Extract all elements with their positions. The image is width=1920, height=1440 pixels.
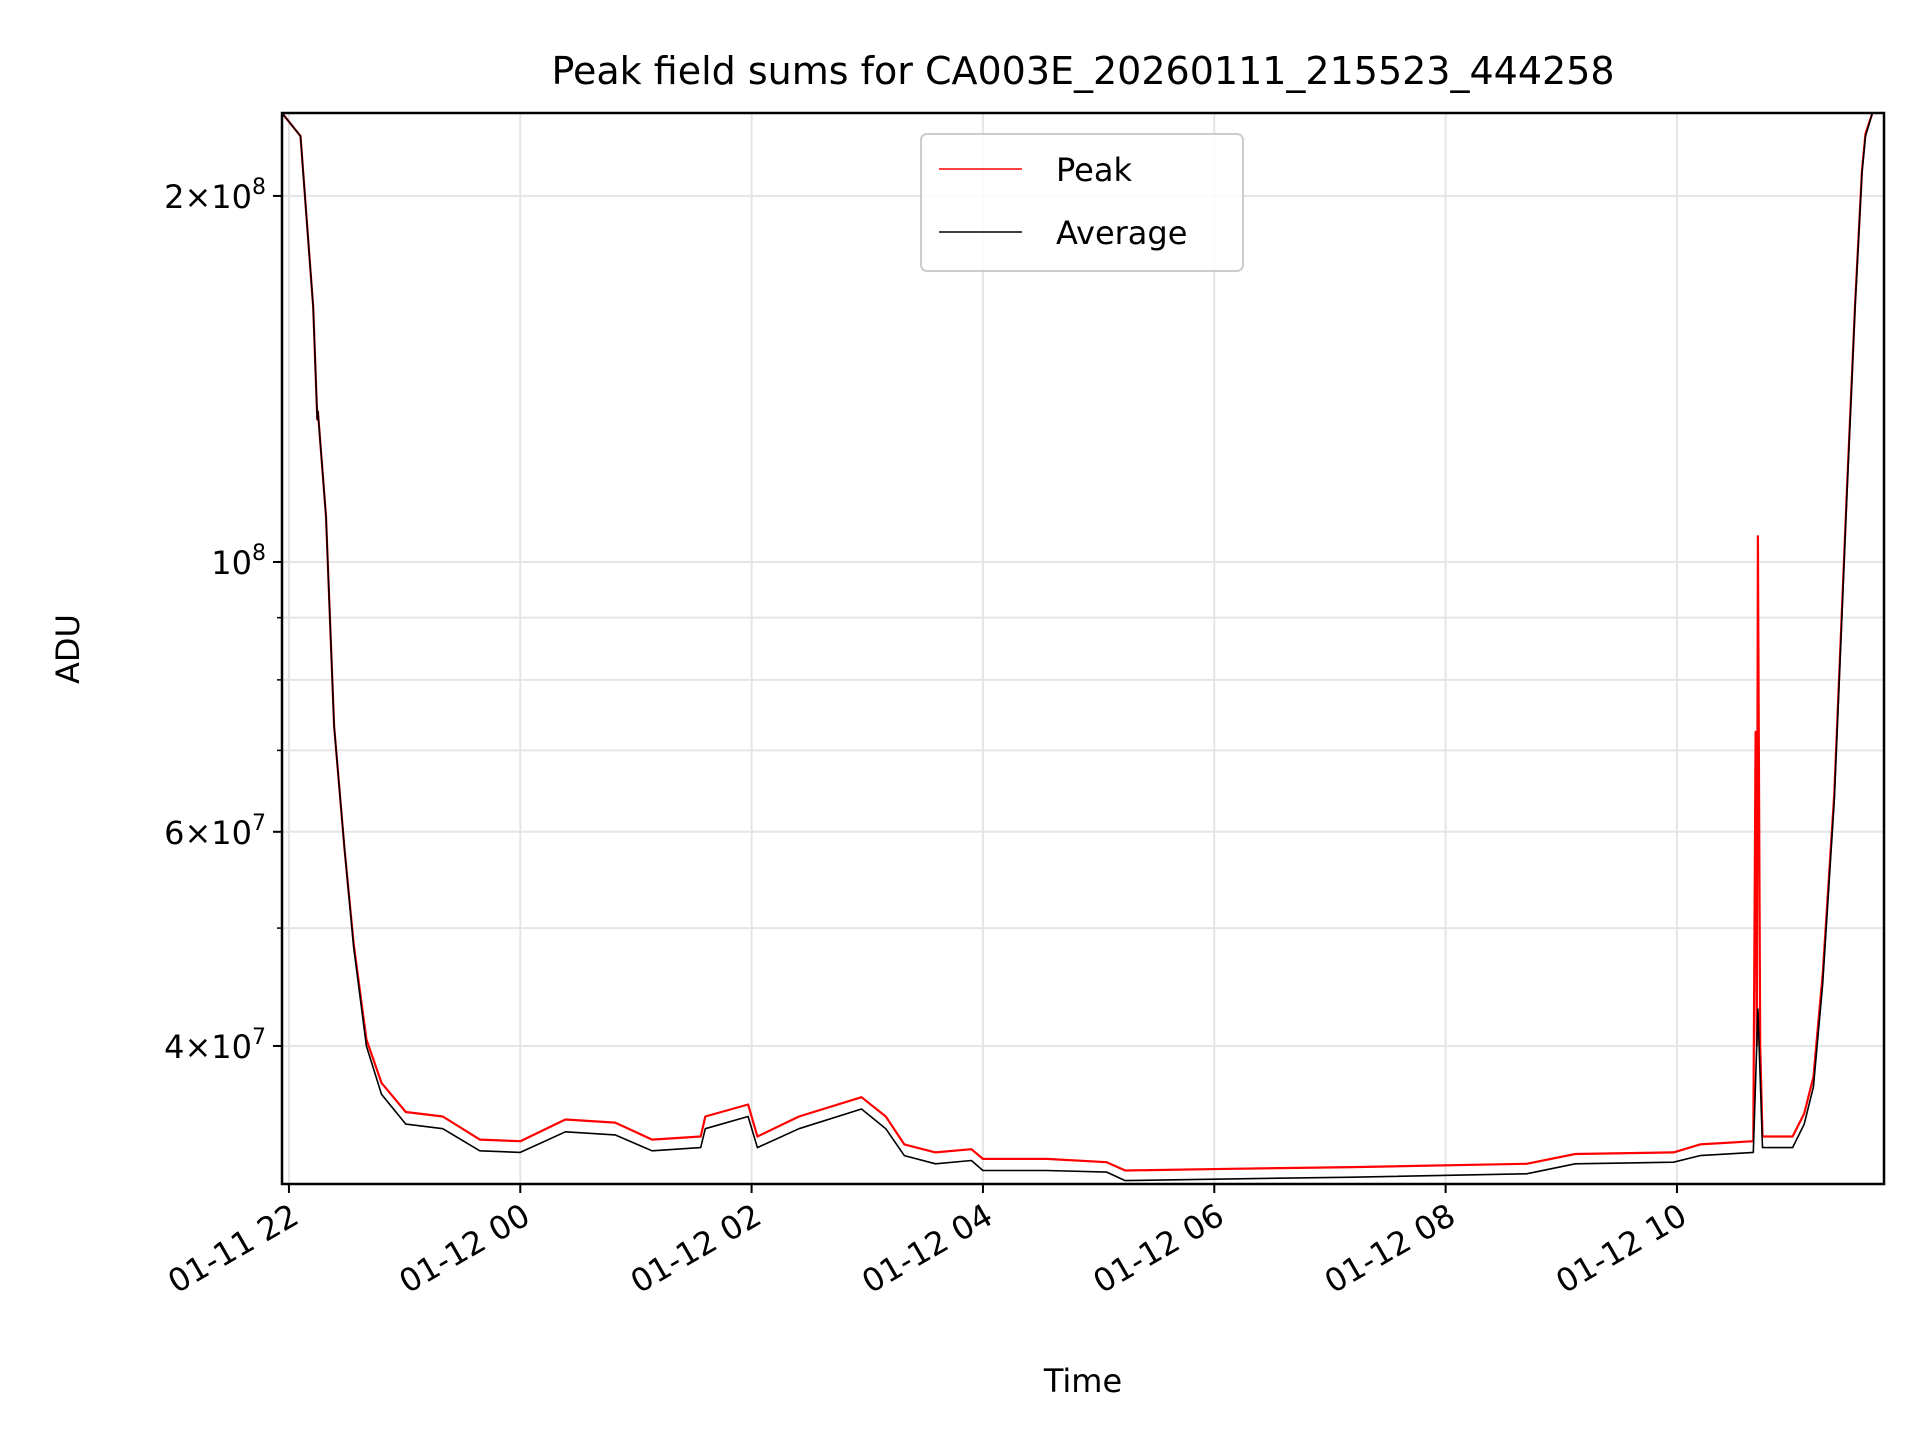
y-tick-label: 2×108 bbox=[164, 175, 266, 216]
series-lines bbox=[281, 112, 1874, 1182]
x-tick-label: 01-11 22 bbox=[161, 1196, 305, 1301]
x-tick-label: 01-12 04 bbox=[855, 1196, 999, 1301]
y-tick-label: 6×107 bbox=[164, 811, 266, 852]
y-axis-ticks: 2×108 108 6×107 4×107 bbox=[164, 175, 282, 1066]
x-tick-label: 01-12 02 bbox=[624, 1196, 768, 1301]
y-axis-label: ADU bbox=[49, 614, 87, 684]
legend-peak-label: Peak bbox=[1056, 151, 1132, 189]
legend: Peak Average bbox=[920, 133, 1244, 272]
x-tick-label: 01-12 00 bbox=[393, 1196, 537, 1301]
y-tick-label: 108 bbox=[211, 541, 266, 582]
y-tick-label: 4×107 bbox=[164, 1025, 266, 1066]
x-tick-label: 01-12 06 bbox=[1087, 1196, 1231, 1301]
legend-average-label: Average bbox=[1056, 214, 1187, 252]
chart-title: Peak field sums for CA003E_20260111_2155… bbox=[551, 49, 1614, 93]
x-tick-label: 01-12 08 bbox=[1318, 1196, 1462, 1301]
series-line-average bbox=[281, 112, 1874, 1182]
grid bbox=[282, 113, 1884, 1184]
x-tick-label: 01-12 10 bbox=[1549, 1196, 1693, 1301]
x-axis-ticks: 01-11 22 01-12 00 01-12 02 01-12 04 01-12 06… bbox=[161, 1184, 1693, 1301]
plot-frame bbox=[280, 111, 1886, 1186]
x-axis-label: Time bbox=[1043, 1362, 1122, 1400]
